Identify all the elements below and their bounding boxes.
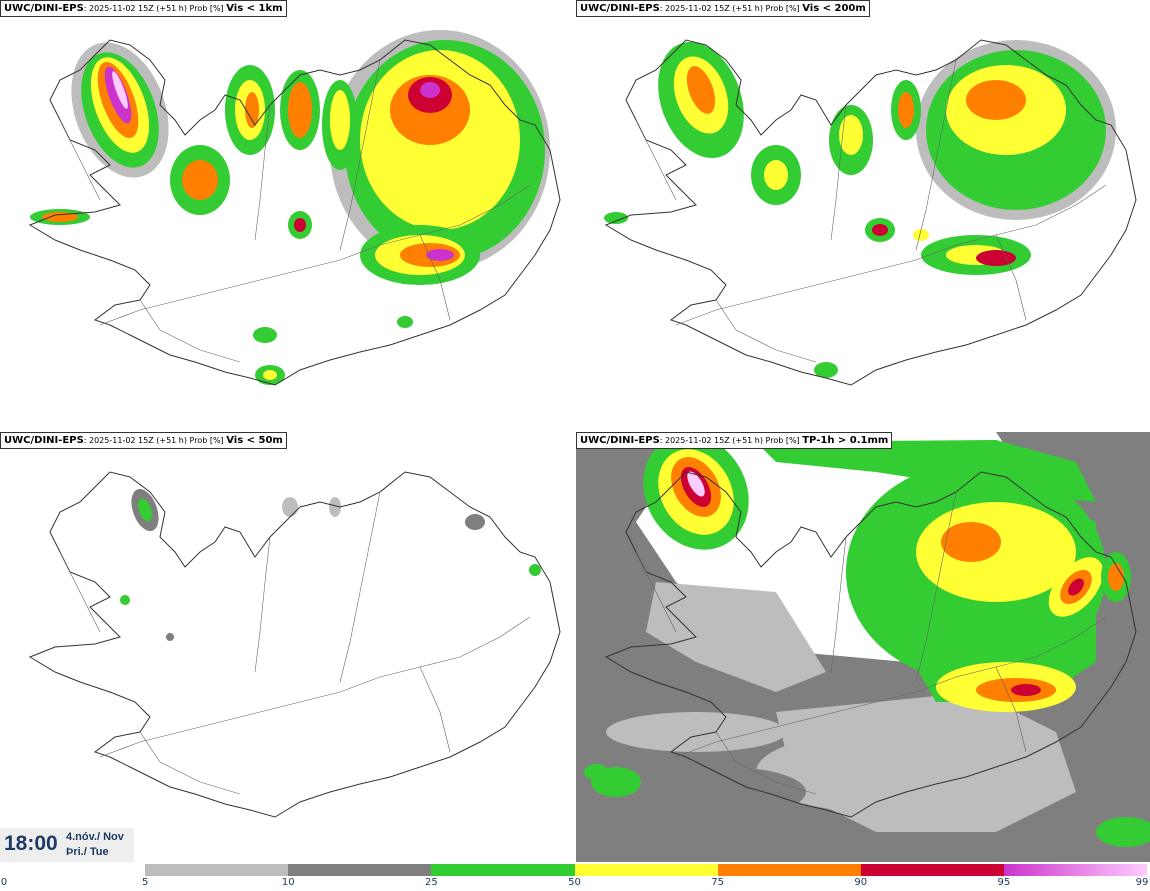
panel-title: UWC/DINI-EPS: 2025-11-02 15Z (+51 h) Pro…	[576, 432, 893, 449]
probability-contour	[604, 212, 628, 224]
colorbar-tick-label: 95	[997, 877, 1011, 888]
map-precip-1h	[576, 432, 1150, 862]
boundary-lines	[59, 491, 531, 795]
probability-contour	[294, 218, 306, 232]
probability-contour	[814, 362, 838, 378]
colorbar-tick-label: 50	[568, 877, 581, 888]
probability-contour	[646, 767, 806, 817]
colorbar-tick-label: 25	[425, 877, 438, 888]
colorbar-segment	[431, 864, 575, 876]
colorbar-tick-label: 10	[281, 877, 295, 888]
map-vis-50m	[28, 471, 561, 818]
probability-contour	[1068, 578, 1084, 596]
model-name: UWC/DINI-EPS	[580, 435, 660, 446]
probability-contour	[426, 249, 454, 261]
valid-weekday: Þri./ Tue	[66, 846, 109, 858]
map-panel-precip-1h: UWC/DINI-EPS: 2025-11-02 15Z (+51 h) Pro…	[576, 432, 1150, 862]
variable-label: Vis < 200m	[802, 3, 866, 14]
colorbar-tick-label: 90	[854, 877, 868, 888]
probability-contour	[166, 633, 174, 641]
boundary-lines	[635, 59, 1107, 363]
colorbar-segment	[574, 864, 718, 876]
probability-contour	[606, 712, 786, 752]
precip-area	[646, 582, 826, 692]
probability-contour	[420, 82, 440, 98]
probability-contour	[120, 595, 130, 605]
probability-contour	[329, 497, 341, 517]
variable-label: Vis < 50m	[226, 435, 283, 446]
colorbar-tick-label: 5	[141, 877, 149, 888]
variable-label: Vis < 1km	[226, 3, 283, 14]
probability-contour	[465, 514, 485, 530]
coastline	[604, 39, 1137, 386]
probability-contour	[138, 498, 152, 522]
probability-contour	[1096, 817, 1150, 847]
model-name: UWC/DINI-EPS	[580, 3, 660, 14]
probability-contour	[764, 160, 788, 190]
colorbar-tick-label: 0	[0, 877, 8, 888]
probability-contour	[913, 229, 929, 241]
colorbar-segment	[288, 864, 432, 876]
probability-contour	[263, 370, 277, 380]
probability-contour	[529, 564, 541, 576]
probability-contour	[397, 316, 413, 328]
probability-contour	[839, 115, 863, 155]
probability-contour	[941, 522, 1001, 562]
colorbar-segment	[717, 864, 861, 876]
probability-contour	[686, 66, 716, 114]
probability-contour	[898, 92, 914, 128]
probability-contour	[584, 764, 608, 780]
valid-date: 4.nóv./ Nov	[66, 831, 124, 843]
probability-contour	[112, 71, 128, 109]
panel-title: UWC/DINI-EPS: 2025-11-02 15Z (+51 h) Pro…	[0, 432, 287, 449]
probability-contour	[687, 471, 705, 497]
probability-contour	[42, 212, 78, 222]
probability-contour	[182, 160, 218, 200]
colorbar-tick-label: 99	[1135, 877, 1149, 888]
valid-time: 18:00	[4, 832, 58, 855]
probability-contour	[872, 224, 888, 236]
probability-contour	[330, 90, 350, 150]
panel-title: UWC/DINI-EPS: 2025-11-02 15Z (+51 h) Pro…	[576, 0, 870, 17]
coastline	[28, 471, 561, 818]
model-name: UWC/DINI-EPS	[4, 435, 84, 446]
probability-contour	[756, 732, 996, 812]
run-info: : 2025-11-02 15Z (+51 h) Prob [%]	[83, 436, 224, 445]
coastline	[604, 471, 1137, 818]
probability-contour	[966, 80, 1026, 120]
probability-contour	[976, 250, 1016, 266]
probability-contour	[253, 327, 277, 343]
run-info: : 2025-11-02 15Z (+51 h) Prob [%]	[659, 436, 800, 445]
coastline	[28, 39, 561, 386]
colorbar-segment	[2, 864, 146, 876]
colorbar-segment	[145, 864, 289, 876]
boundary-lines	[59, 59, 531, 363]
colorbar-tick-label: 75	[711, 877, 724, 888]
colorbar-segment	[860, 864, 1004, 876]
probability-colorbar: 0 5 10 25 50 75 90 95 99	[0, 862, 1150, 891]
map-vis-200m	[604, 39, 1137, 386]
probability-contour	[288, 82, 312, 138]
valid-time-box: 18:00 4.nóv./ Nov Þri./ Tue	[0, 828, 134, 862]
run-info: : 2025-11-02 15Z (+51 h) Prob [%]	[659, 4, 800, 13]
map-panel-vis-200m: UWC/DINI-EPS: 2025-11-02 15Z (+51 h) Pro…	[576, 0, 1150, 430]
probability-contour	[245, 92, 259, 128]
colorbar-segment	[1003, 864, 1147, 876]
map-panel-vis-1km: UWC/DINI-EPS: 2025-11-02 15Z (+51 h) Pro…	[0, 0, 574, 430]
map-panel-vis-50m: UWC/DINI-EPS: 2025-11-02 15Z (+51 h) Pro…	[0, 432, 574, 862]
probability-contour	[1011, 684, 1041, 696]
run-info: : 2025-11-02 15Z (+51 h) Prob [%]	[83, 4, 224, 13]
probability-contour	[282, 497, 298, 517]
map-vis-1km	[28, 30, 561, 386]
variable-label: TP-1h > 0.1mm	[802, 435, 889, 446]
model-name: UWC/DINI-EPS	[4, 3, 84, 14]
boundary-lines	[635, 491, 1107, 795]
panel-title: UWC/DINI-EPS: 2025-11-02 15Z (+51 h) Pro…	[0, 0, 287, 17]
probability-contour	[1108, 563, 1124, 591]
